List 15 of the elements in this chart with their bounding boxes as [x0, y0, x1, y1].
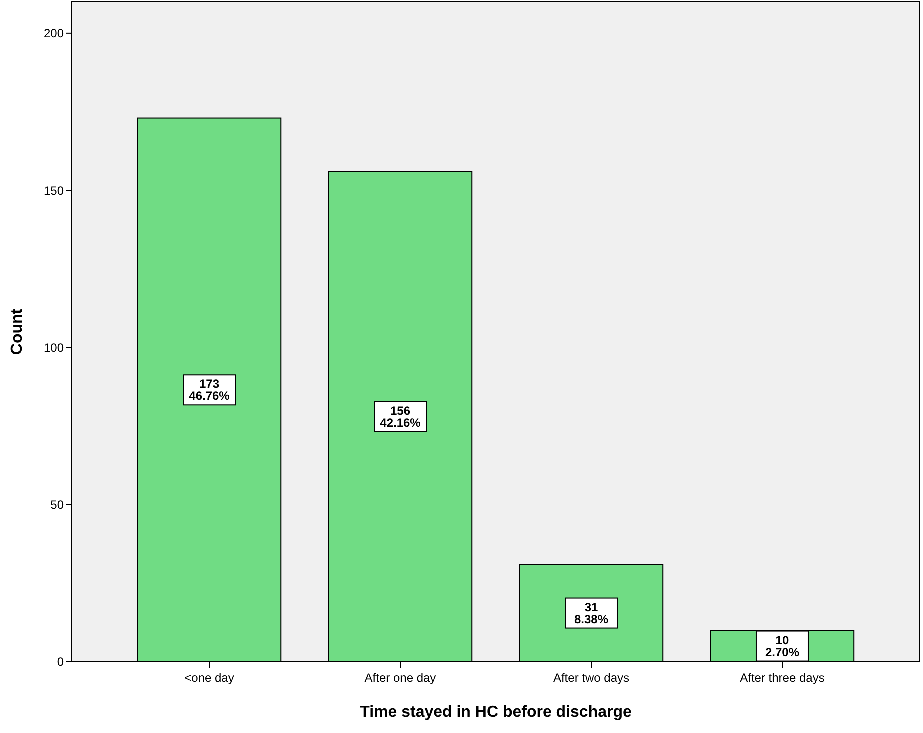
- x-axis-title: Time stayed in HC before discharge: [360, 704, 632, 721]
- data-label: 31 8.38%: [574, 600, 609, 626]
- data-label: 156 42.16%: [380, 404, 422, 430]
- x-tick-label: <one day: [184, 671, 234, 685]
- y-tick-label: 50: [50, 498, 64, 512]
- x-tick-label: After three days: [740, 671, 825, 685]
- y-tick-label: 150: [44, 184, 64, 198]
- y-tick-label: 0: [57, 655, 64, 670]
- data-label: 173 46.76%: [189, 377, 230, 404]
- x-tick-label: After one day: [364, 671, 436, 685]
- y-axis-title: Count: [9, 308, 26, 356]
- y-tick-label: 100: [44, 340, 64, 355]
- x-tick-label: After two days: [553, 671, 630, 685]
- y-tick-label: 200: [44, 26, 64, 41]
- data-label: 10 2.70%: [765, 633, 800, 660]
